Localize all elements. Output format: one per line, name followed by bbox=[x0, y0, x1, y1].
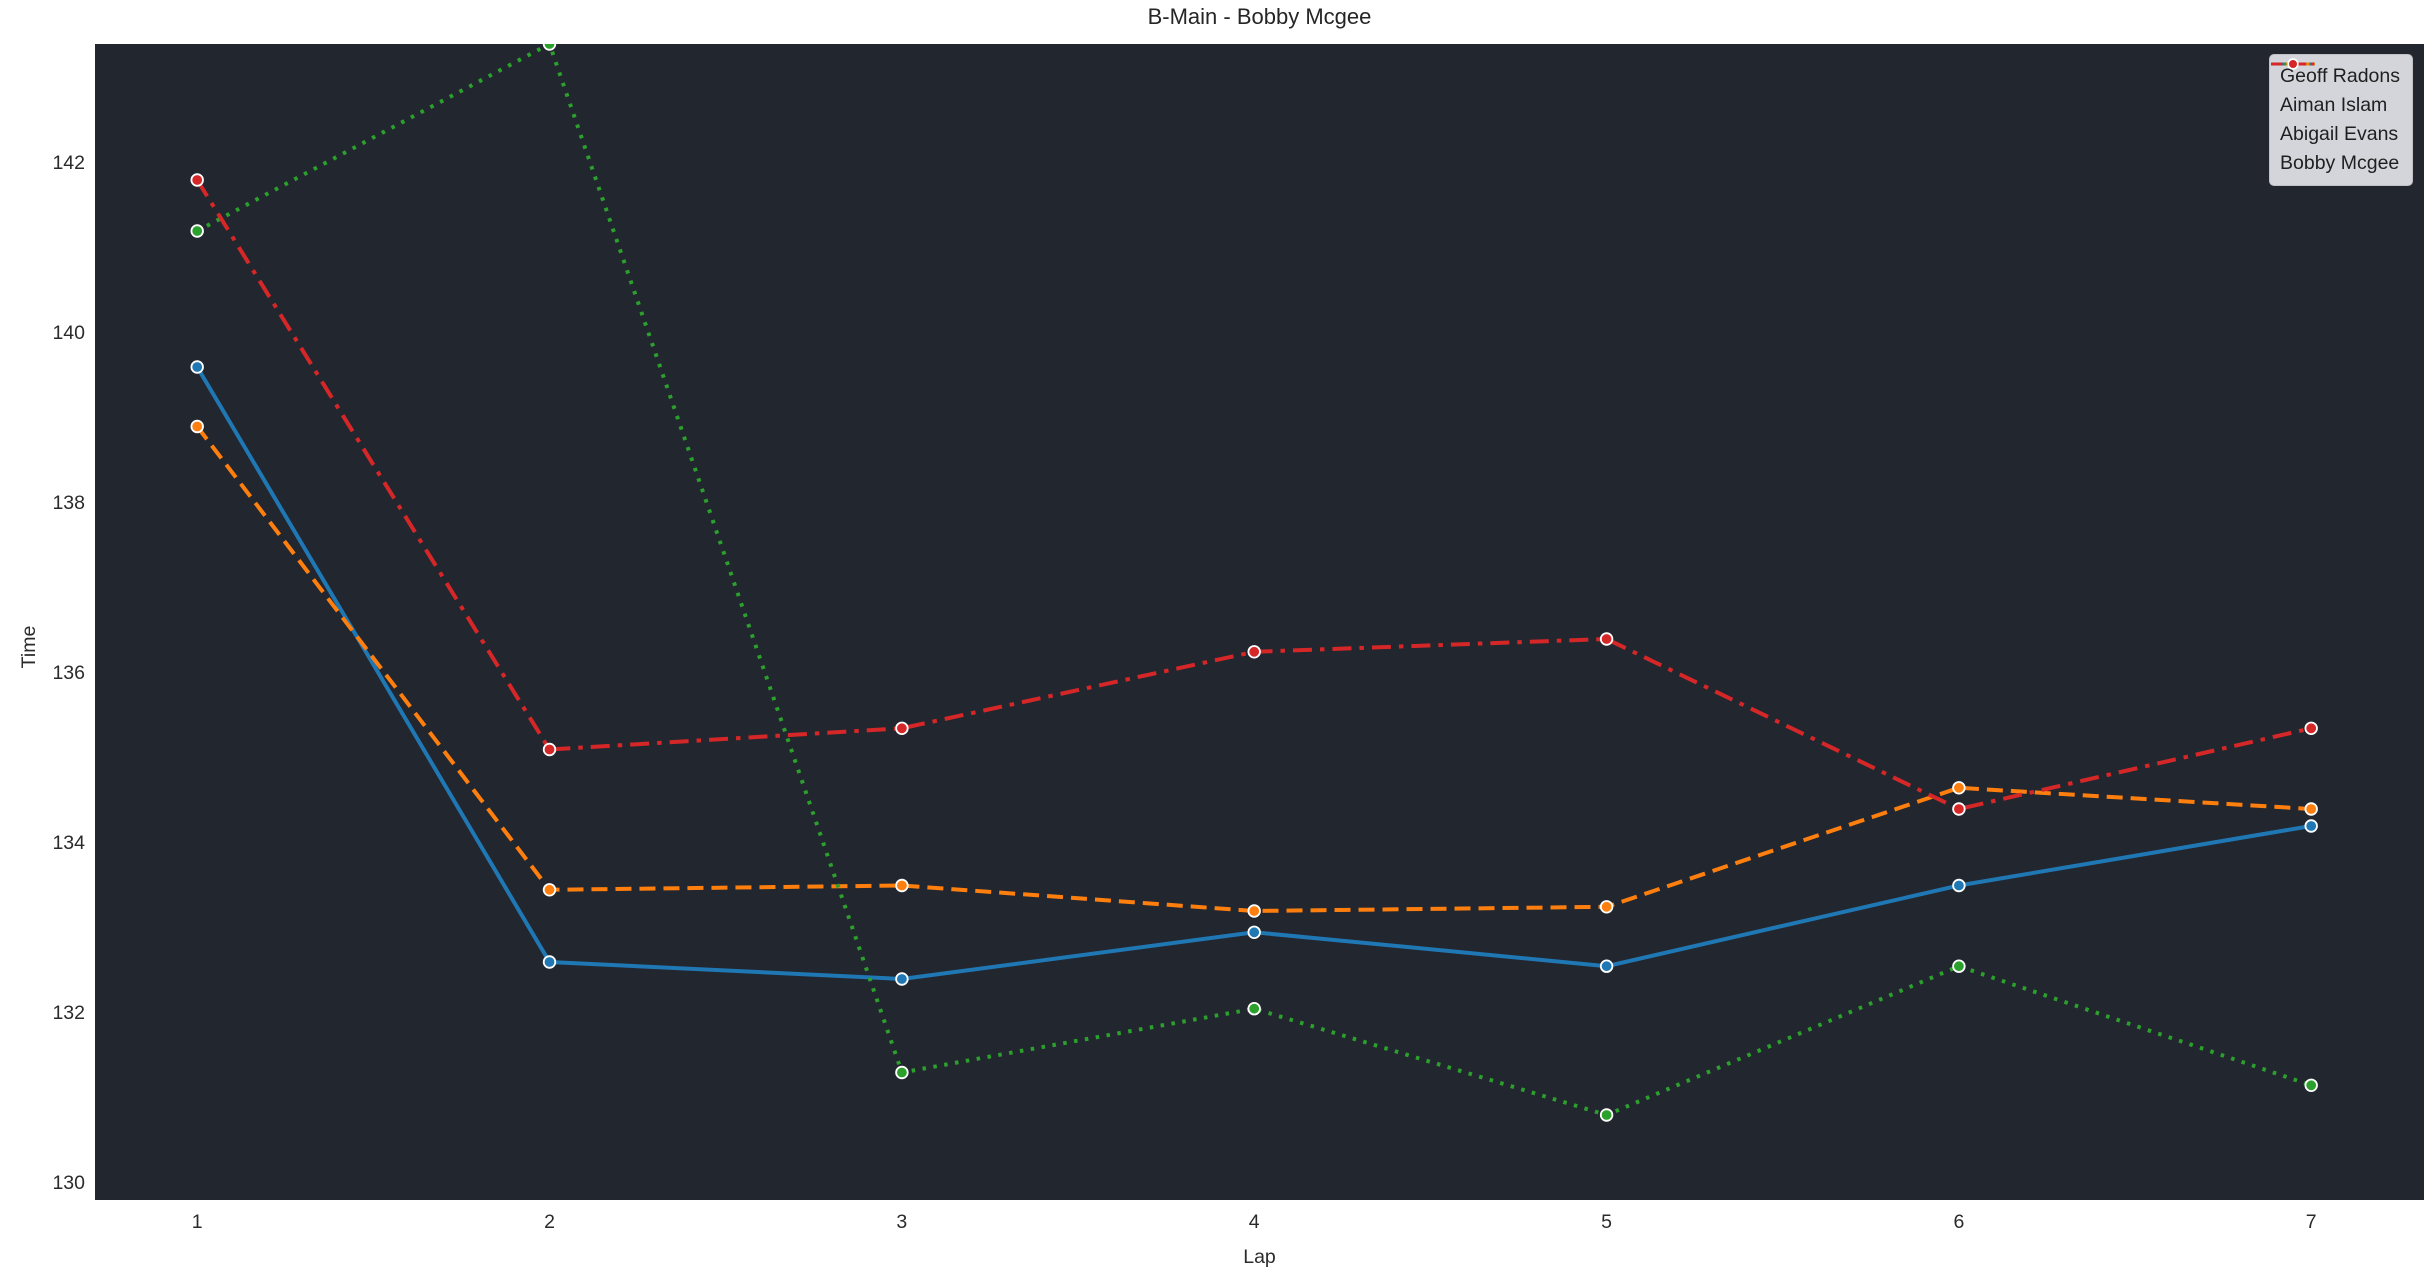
x-tick-label: 4 bbox=[1248, 1211, 1260, 1233]
legend-label: Geoff Radons bbox=[2280, 65, 2400, 87]
data-point-aiman-islam bbox=[1599, 900, 1614, 914]
legend-item-bobby-mcgee: Bobby Mcgee bbox=[2271, 58, 2400, 178]
data-point-bobby-mcgee bbox=[190, 173, 204, 187]
data-point-abigail-evans bbox=[190, 224, 204, 238]
data-point-geoff-radons bbox=[542, 955, 557, 969]
chart-svg bbox=[190, 44, 2318, 1122]
legend-sample-dashdot-line-icon bbox=[2271, 58, 2316, 70]
data-point-abigail-evans bbox=[1599, 1108, 1614, 1122]
x-tick-label: 7 bbox=[2305, 1211, 2317, 1233]
data-point-aiman-islam bbox=[1247, 904, 1261, 918]
data-point-geoff-radons bbox=[1247, 925, 1261, 940]
legend-item-abigail-evans: Abigail Evans bbox=[2271, 58, 2400, 149]
y-tick-label: 138 bbox=[52, 492, 85, 514]
y-tick-label: 142 bbox=[52, 152, 85, 174]
data-point-geoff-radons bbox=[1952, 878, 1966, 893]
data-point-geoff-radons bbox=[1599, 959, 1614, 973]
data-point-aiman-islam bbox=[895, 878, 909, 893]
legend-label: Aiman Islam bbox=[2280, 94, 2388, 116]
series-line-bobby-mcgee bbox=[195, 178, 2312, 812]
chart-title: B-Main - Bobby Mcgee bbox=[1147, 4, 1372, 29]
y-tick-label: 132 bbox=[52, 1002, 85, 1024]
data-point-abigail-evans bbox=[1952, 959, 1966, 973]
y-tick-label: 140 bbox=[52, 322, 85, 344]
legend-label: Abigail Evans bbox=[2280, 123, 2399, 145]
legend: Geoff Radons Aiman Islam Abigail Evans Bobb… bbox=[2269, 54, 2413, 186]
data-point-geoff-radons bbox=[190, 360, 204, 374]
y-tick-label: 130 bbox=[52, 1172, 85, 1194]
series-line-geoff-radons bbox=[195, 365, 2312, 982]
data-point-abigail-evans bbox=[2304, 1078, 2318, 1093]
data-point-abigail-evans bbox=[542, 44, 557, 51]
legend-label: Bobby Mcgee bbox=[2280, 152, 2400, 174]
data-point-bobby-mcgee bbox=[1599, 632, 1614, 646]
data-point-abigail-evans bbox=[1247, 1002, 1261, 1016]
x-tick-label: 6 bbox=[1953, 1211, 1965, 1233]
x-tick-label: 5 bbox=[1601, 1211, 1612, 1233]
series-line-aiman-islam bbox=[195, 425, 2312, 914]
plot-area: Geoff Radons Aiman Islam Abigail Evans Bobb… bbox=[95, 44, 2424, 1200]
y-tick-label: 134 bbox=[52, 832, 85, 854]
data-point-aiman-islam bbox=[190, 419, 204, 434]
legend-item-aiman-islam: Aiman Islam bbox=[2271, 58, 2400, 120]
series-line-abigail-evans bbox=[196, 44, 2312, 1118]
data-point-aiman-islam bbox=[1952, 781, 1966, 795]
y-tick-label: 136 bbox=[52, 662, 85, 684]
data-point-bobby-mcgee bbox=[542, 742, 557, 757]
data-point-aiman-islam bbox=[542, 883, 557, 897]
data-point-bobby-mcgee bbox=[2304, 721, 2318, 736]
data-point-geoff-radons bbox=[2304, 819, 2318, 833]
data-point-bobby-mcgee bbox=[1247, 645, 1261, 659]
data-point-bobby-mcgee bbox=[895, 721, 909, 736]
x-tick-label: 2 bbox=[544, 1211, 555, 1233]
data-point-geoff-radons bbox=[895, 972, 909, 986]
data-point-aiman-islam bbox=[2304, 802, 2318, 816]
data-point-abigail-evans bbox=[895, 1065, 909, 1080]
data-point-bobby-mcgee bbox=[1952, 802, 1966, 816]
x-tick-label: 1 bbox=[191, 1211, 203, 1233]
x-tick-label: 3 bbox=[896, 1211, 908, 1233]
y-axis-label: Time bbox=[18, 625, 40, 669]
x-axis-label: Lap bbox=[1243, 1246, 1276, 1268]
